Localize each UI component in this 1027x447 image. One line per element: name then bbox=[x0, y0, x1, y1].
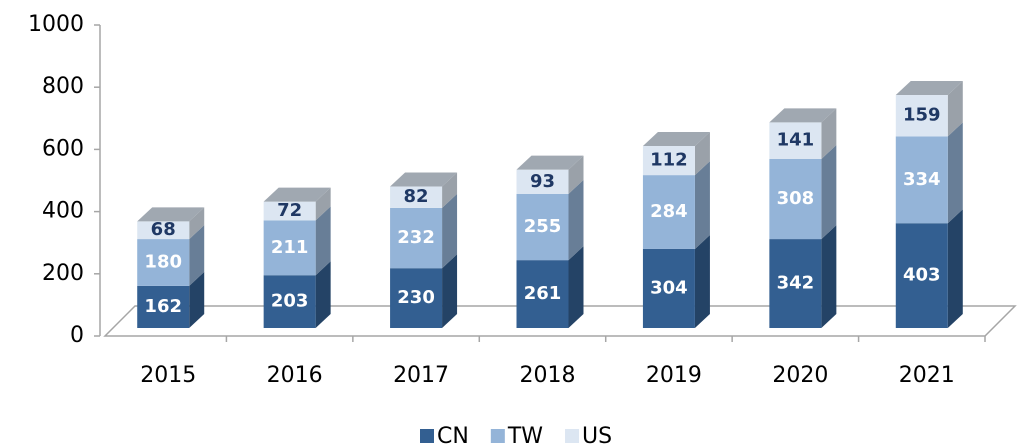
bar-side bbox=[821, 225, 837, 328]
x-tick-label: 2019 bbox=[646, 363, 702, 388]
bar bbox=[263, 275, 316, 328]
bar-side bbox=[189, 225, 205, 286]
y-tick-label: 1000 bbox=[28, 12, 84, 37]
y-tick-label: 0 bbox=[70, 323, 84, 348]
bar bbox=[642, 146, 695, 176]
x-tick-label: 2015 bbox=[140, 363, 196, 388]
bar-side bbox=[315, 206, 331, 276]
value-label: 230 bbox=[397, 287, 435, 308]
value-label: 72 bbox=[277, 200, 302, 221]
legend-label: CN bbox=[437, 424, 469, 447]
bar bbox=[642, 175, 695, 249]
value-label: 159 bbox=[903, 105, 941, 126]
bar-top bbox=[263, 187, 331, 202]
x-tick-label: 2021 bbox=[899, 363, 955, 388]
bar bbox=[895, 223, 948, 328]
bar bbox=[769, 159, 822, 240]
value-label: 232 bbox=[397, 227, 435, 248]
value-label: 211 bbox=[271, 237, 309, 258]
value-label: 403 bbox=[903, 265, 941, 286]
bar bbox=[769, 122, 822, 159]
bar bbox=[137, 239, 190, 286]
bar-side bbox=[821, 108, 837, 159]
value-label: 93 bbox=[530, 171, 555, 192]
bar bbox=[516, 193, 569, 261]
bar-top bbox=[390, 172, 458, 187]
bar-side bbox=[694, 161, 710, 249]
bar bbox=[137, 221, 190, 240]
bar-side bbox=[694, 234, 710, 328]
value-label: 284 bbox=[650, 201, 688, 222]
value-label: 180 bbox=[144, 251, 182, 272]
bar bbox=[137, 285, 190, 328]
legend-swatch bbox=[490, 429, 505, 443]
value-label: 308 bbox=[777, 188, 815, 209]
x-tick-label: 2018 bbox=[520, 363, 576, 388]
bar bbox=[769, 239, 822, 328]
bar-side bbox=[568, 179, 584, 261]
bar-top bbox=[137, 207, 205, 222]
bar-top bbox=[769, 108, 837, 123]
value-label: 82 bbox=[404, 186, 429, 207]
legend-swatch bbox=[565, 429, 580, 443]
bar bbox=[390, 268, 443, 328]
bar-side bbox=[442, 172, 458, 208]
y-tick-label: 200 bbox=[42, 261, 84, 286]
bar-side bbox=[315, 187, 331, 221]
bar bbox=[263, 220, 316, 276]
value-label: 162 bbox=[144, 296, 182, 317]
bar-top bbox=[516, 155, 584, 170]
legend-swatch bbox=[420, 429, 434, 443]
bar-side bbox=[442, 254, 458, 328]
value-label: 141 bbox=[777, 130, 815, 151]
bar-top bbox=[895, 81, 963, 96]
x-tick-label: 2017 bbox=[393, 363, 449, 388]
value-label: 68 bbox=[151, 219, 176, 240]
legend-label: US bbox=[582, 424, 612, 447]
bar-side bbox=[442, 193, 458, 269]
bar-side bbox=[189, 271, 205, 328]
value-label: 112 bbox=[650, 150, 688, 171]
value-label: 304 bbox=[650, 277, 688, 298]
bar-side bbox=[947, 122, 963, 224]
bar-side bbox=[568, 246, 584, 328]
bar-side bbox=[694, 132, 710, 176]
value-label: 334 bbox=[903, 169, 941, 190]
bar bbox=[263, 201, 316, 221]
bar-side bbox=[821, 145, 837, 240]
bar-side bbox=[947, 209, 963, 328]
bar-side bbox=[315, 261, 331, 328]
y-tick-label: 600 bbox=[42, 136, 84, 161]
y-tick-label: 800 bbox=[42, 74, 84, 99]
value-label: 203 bbox=[271, 291, 309, 312]
bar-side bbox=[189, 207, 205, 240]
bar bbox=[895, 136, 948, 224]
bar-side bbox=[568, 155, 584, 194]
bar bbox=[516, 260, 569, 328]
bar bbox=[895, 95, 948, 137]
value-label: 261 bbox=[524, 283, 562, 304]
x-tick-label: 2020 bbox=[772, 363, 828, 388]
bar bbox=[390, 207, 443, 269]
bar-side bbox=[947, 81, 963, 137]
bar-top bbox=[642, 132, 710, 146]
x-tick-label: 2016 bbox=[267, 363, 323, 388]
y-tick-label: 400 bbox=[42, 199, 84, 224]
bar bbox=[390, 186, 443, 208]
value-label: 255 bbox=[524, 216, 562, 237]
legend-label: TW bbox=[507, 424, 543, 447]
value-label: 342 bbox=[777, 273, 815, 294]
bar bbox=[642, 248, 695, 328]
bar bbox=[516, 169, 569, 194]
